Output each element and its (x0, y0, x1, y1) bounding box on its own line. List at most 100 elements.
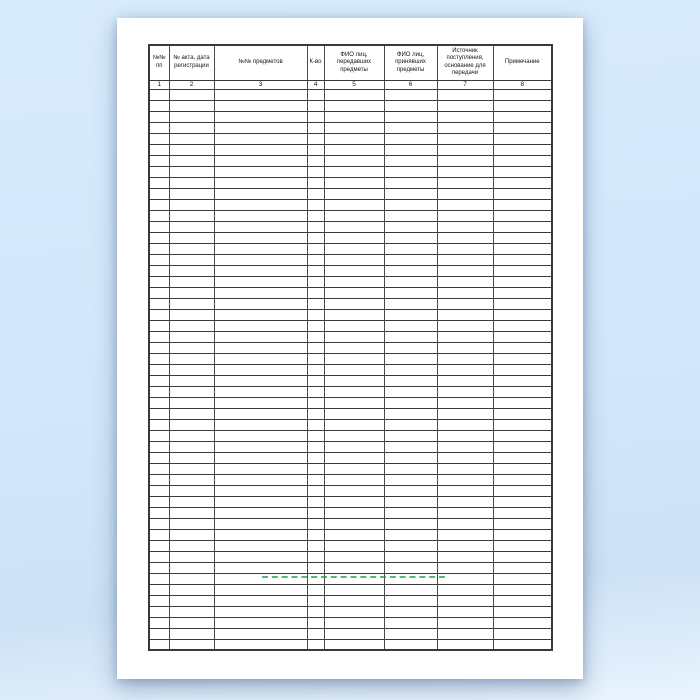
empty-cell (436, 584, 493, 595)
empty-cell (323, 518, 384, 529)
empty-cell (383, 199, 437, 210)
empty-cell (492, 441, 552, 452)
empty-cell (323, 452, 384, 463)
empty-cell (168, 628, 214, 639)
empty-cell (168, 331, 214, 342)
empty-cell (383, 430, 437, 441)
empty-cell (306, 188, 324, 199)
empty-cell (323, 562, 384, 573)
empty-cell (149, 243, 169, 254)
empty-cell (168, 386, 214, 397)
empty-cell (213, 606, 307, 617)
empty-cell (149, 606, 169, 617)
empty-cell (492, 177, 552, 188)
col-header-receiver-name: ФИО лиц, принявших предметы (383, 45, 437, 81)
empty-cell (168, 243, 214, 254)
empty-cell (149, 562, 169, 573)
header-row: №№ пп № акта, дата регистрации №№ предме… (149, 45, 552, 81)
empty-cell (213, 375, 307, 386)
empty-cell (383, 595, 437, 606)
empty-cell (323, 364, 384, 375)
empty-cell (149, 485, 169, 496)
empty-cell (383, 342, 437, 353)
empty-cell (306, 210, 324, 221)
table-row (149, 375, 552, 386)
empty-cell (436, 397, 493, 408)
empty-cell (168, 364, 214, 375)
empty-cell (306, 485, 324, 496)
empty-cell (323, 166, 384, 177)
empty-cell (323, 584, 384, 595)
empty-cell (149, 287, 169, 298)
empty-cell (168, 122, 214, 133)
empty-cell (492, 617, 552, 628)
empty-cell (213, 188, 307, 199)
empty-cell (306, 617, 324, 628)
empty-cell (306, 309, 324, 320)
empty-cell (213, 628, 307, 639)
empty-cell (323, 540, 384, 551)
empty-cell (323, 386, 384, 397)
empty-cell (436, 243, 493, 254)
empty-cell (168, 397, 214, 408)
empty-cell (149, 518, 169, 529)
empty-cell (492, 309, 552, 320)
empty-cell (149, 408, 169, 419)
col-header-quantity: К-во (306, 45, 324, 81)
empty-cell (213, 430, 307, 441)
empty-cell (492, 89, 552, 100)
empty-cell (323, 320, 384, 331)
col-number: 5 (323, 80, 384, 89)
empty-cell (492, 353, 552, 364)
empty-cell (436, 122, 493, 133)
table-row (149, 364, 552, 375)
table-row (149, 507, 552, 518)
empty-cell (323, 430, 384, 441)
empty-cell (436, 331, 493, 342)
empty-cell (323, 463, 384, 474)
empty-cell (323, 595, 384, 606)
empty-cell (306, 507, 324, 518)
empty-cell (383, 276, 437, 287)
empty-cell (168, 485, 214, 496)
empty-cell (436, 551, 493, 562)
empty-cell (323, 507, 384, 518)
empty-cell (436, 210, 493, 221)
empty-cell (323, 133, 384, 144)
empty-cell (306, 496, 324, 507)
empty-cell (168, 606, 214, 617)
empty-cell (306, 320, 324, 331)
empty-cell (492, 573, 552, 584)
empty-cell (213, 144, 307, 155)
empty-cell (306, 100, 324, 111)
empty-cell (436, 562, 493, 573)
empty-cell (306, 199, 324, 210)
empty-cell (306, 551, 324, 562)
empty-cell (149, 298, 169, 309)
table-row (149, 639, 552, 650)
empty-cell (323, 111, 384, 122)
table-row (149, 177, 552, 188)
empty-cell (383, 89, 437, 100)
empty-cell (213, 595, 307, 606)
empty-cell (149, 584, 169, 595)
empty-cell (323, 188, 384, 199)
table-row (149, 562, 552, 573)
empty-cell (383, 265, 437, 276)
empty-cell (149, 617, 169, 628)
empty-cell (323, 298, 384, 309)
empty-cell (323, 221, 384, 232)
empty-cell (213, 342, 307, 353)
empty-cell (213, 111, 307, 122)
empty-cell (149, 397, 169, 408)
empty-cell (492, 210, 552, 221)
col-number: 4 (306, 80, 324, 89)
empty-cell (323, 419, 384, 430)
empty-cell (213, 232, 307, 243)
table-row (149, 309, 552, 320)
col-number: 8 (492, 80, 552, 89)
empty-cell (323, 210, 384, 221)
empty-cell (149, 342, 169, 353)
empty-cell (213, 485, 307, 496)
empty-cell (168, 155, 214, 166)
